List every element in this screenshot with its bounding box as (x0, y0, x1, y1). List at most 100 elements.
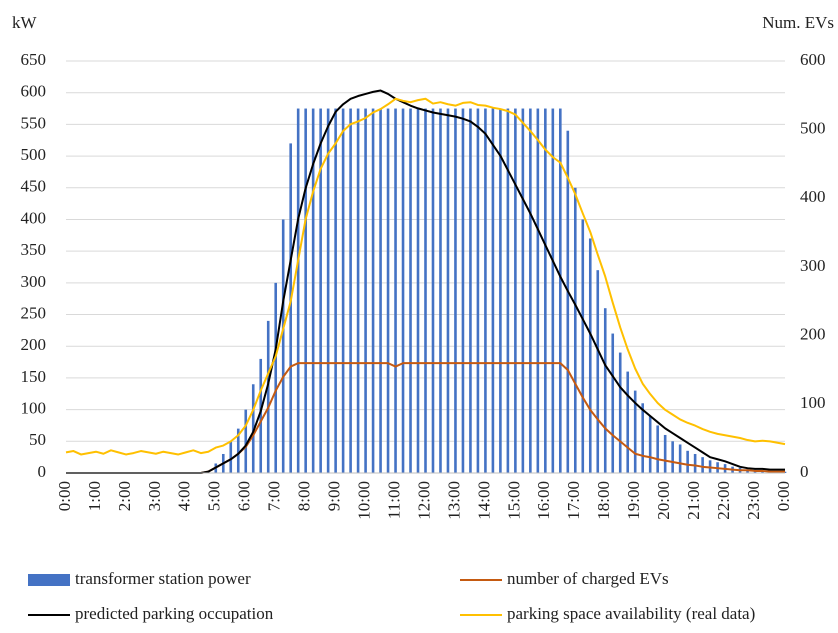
bar (334, 108, 337, 474)
legend-label: predicted parking occupation (75, 604, 274, 623)
bar (573, 187, 577, 473)
line (65, 97, 786, 456)
y-tick-label: 550 (21, 113, 47, 132)
y-tick-label: 300 (21, 272, 47, 291)
y2-tick-label: 100 (800, 393, 826, 412)
x-tick-label: 13:00 (444, 481, 463, 520)
bar (521, 108, 525, 474)
y-tick-label: 0 (38, 462, 47, 481)
bar (409, 108, 412, 474)
bar (611, 333, 615, 473)
y-tick-label: 150 (21, 367, 47, 386)
bar (431, 108, 435, 474)
x-tick-label: 4:00 (175, 481, 194, 511)
bar (386, 108, 390, 474)
x-tick-label: 0:00 (55, 481, 74, 511)
bar (469, 108, 472, 474)
bar (693, 453, 697, 473)
y-tick-label: 400 (21, 208, 47, 227)
y2-tick-label: 400 (800, 187, 826, 206)
bar (633, 390, 637, 473)
bar (671, 441, 674, 473)
bar (259, 358, 263, 473)
bar (244, 409, 248, 473)
y2-tick-label: 200 (800, 325, 826, 344)
bar (356, 108, 360, 474)
bar (439, 108, 442, 474)
x-tick-label: 9:00 (325, 481, 344, 511)
bar (326, 108, 330, 474)
bar (229, 441, 233, 473)
bar (603, 308, 607, 473)
bar (529, 108, 532, 474)
x-tick-label: 15:00 (504, 481, 523, 520)
bar (424, 108, 427, 474)
bar (506, 108, 510, 474)
bar (394, 108, 397, 474)
bar (476, 108, 480, 474)
bar (559, 108, 562, 474)
bar (296, 108, 300, 474)
x-tick-label: 20:00 (654, 481, 673, 520)
bar (446, 108, 450, 474)
bar (544, 108, 547, 474)
legend-label: transformer station power (75, 569, 251, 588)
x-tick-label: 1:00 (85, 481, 104, 511)
bar (461, 108, 465, 474)
x-tick-label: 7:00 (265, 481, 284, 511)
x-tick-label: 2:00 (115, 481, 134, 511)
bar (484, 108, 487, 474)
y2-tick-label: 300 (800, 256, 826, 275)
bar (319, 108, 322, 474)
y2-tick-label: 0 (800, 462, 809, 481)
y2-axis-title: Num. EVs (762, 13, 834, 32)
y-tick-label: 100 (21, 399, 47, 418)
x-tick-label: 0:00 (774, 481, 793, 511)
bar (596, 270, 600, 473)
x-tick-label: 18:00 (594, 481, 613, 520)
y-tick-label: 200 (21, 335, 47, 354)
bar (379, 108, 382, 474)
y-tick-label: 600 (21, 82, 47, 101)
bar (618, 352, 622, 473)
x-tick-label: 12:00 (414, 481, 433, 520)
y-tick-label: 500 (21, 145, 47, 164)
bar (341, 108, 345, 474)
bar (236, 428, 240, 473)
bar (686, 450, 689, 473)
x-tick-label: 22:00 (714, 481, 733, 520)
bar (251, 384, 255, 473)
legend-label: parking space availability (real data) (507, 604, 755, 623)
y-tick-label: 50 (29, 430, 46, 449)
y-tick-label: 650 (21, 50, 47, 69)
bar (274, 282, 278, 473)
bar (678, 444, 682, 473)
x-tick-label: 5:00 (205, 481, 224, 511)
y-axis-title: kW (12, 13, 38, 32)
bar (566, 130, 570, 473)
y2-tick-label: 500 (800, 119, 826, 138)
y-tick-label: 450 (21, 177, 47, 196)
bar (304, 108, 307, 474)
bar (349, 108, 352, 474)
bar (514, 108, 517, 474)
x-tick-label: 3:00 (145, 481, 164, 511)
x-tick-label: 14:00 (474, 481, 493, 520)
bar (311, 108, 315, 474)
x-tick-label: 23:00 (744, 481, 763, 520)
y-tick-label: 350 (21, 240, 47, 259)
bar (551, 108, 555, 474)
legend-swatch (28, 574, 70, 586)
y-tick-label: 250 (21, 303, 47, 322)
bar (491, 108, 495, 474)
bar (281, 219, 285, 473)
x-tick-label: 16:00 (534, 481, 553, 520)
bar (648, 415, 652, 473)
bar (536, 108, 540, 474)
bar (499, 108, 502, 474)
x-tick-label: 6:00 (235, 481, 254, 511)
x-tick-label: 19:00 (624, 481, 643, 520)
bar (581, 219, 585, 473)
bar (588, 238, 592, 473)
